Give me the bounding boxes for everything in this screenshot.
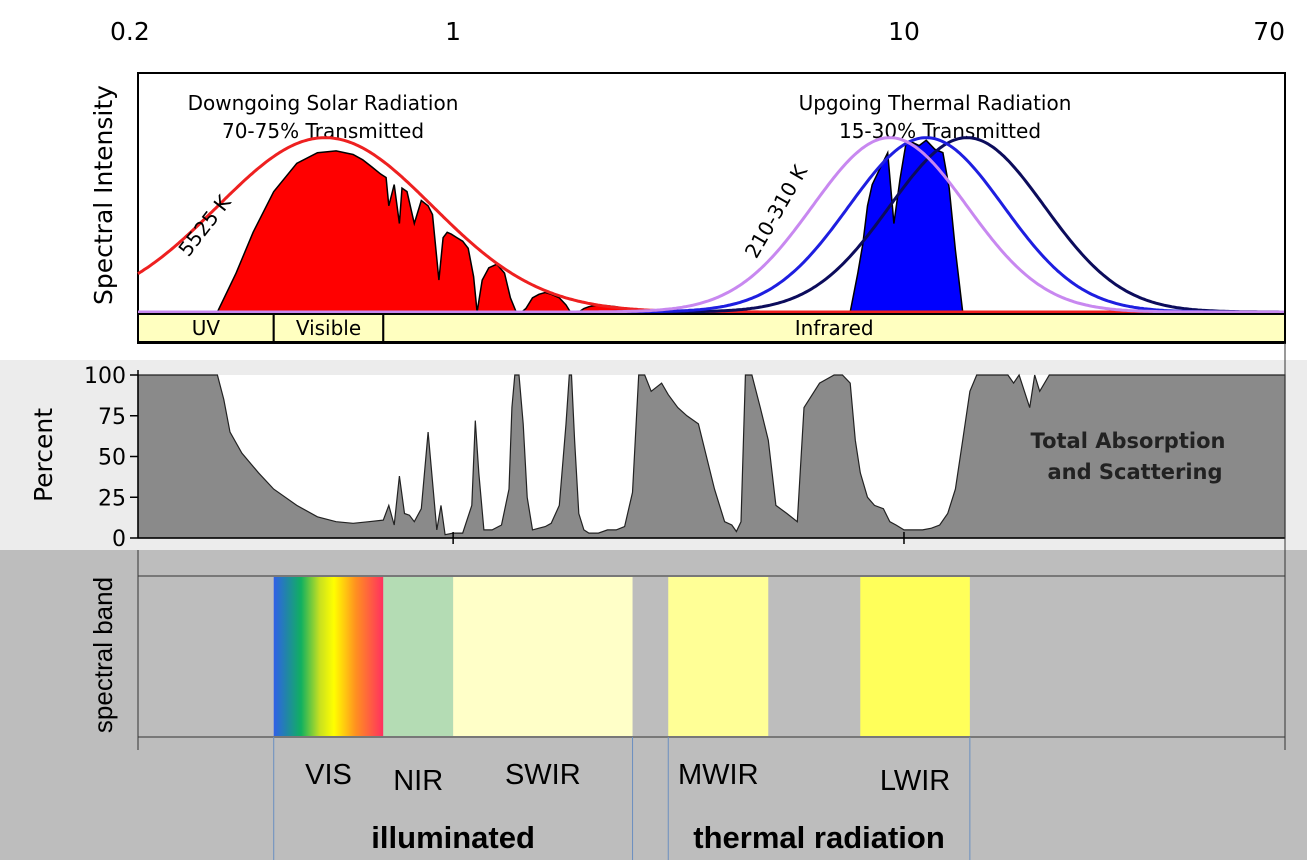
solar-subtitle: 70-75% Transmitted bbox=[222, 119, 424, 143]
group-label-1: thermal radiation bbox=[693, 820, 945, 855]
band-label-vis: VIS bbox=[305, 759, 352, 791]
band-strip: UV Visible Infrared bbox=[137, 313, 1286, 343]
blackbody-curve-3 bbox=[138, 136, 1284, 314]
intensity-ylabel: Spectral Intensity bbox=[89, 85, 118, 305]
y-tick-label-75: 75 bbox=[98, 405, 126, 430]
band-label-swir: SWIR bbox=[505, 759, 581, 791]
y-tick-label-0: 0 bbox=[112, 527, 126, 552]
top-axis: 0.2 1 10 70 bbox=[110, 17, 1285, 46]
spectral-bands: VIS NIR SWIR MWIR LWIR illuminated thermal rad… bbox=[273, 577, 971, 860]
y-tick-label-50: 50 bbox=[98, 446, 126, 471]
bands-ylabel: spectral band bbox=[88, 577, 118, 733]
x-tick-label-1: 1 bbox=[445, 17, 461, 46]
band-uv bbox=[137, 313, 275, 343]
band-bar-lwir bbox=[860, 577, 970, 736]
band-label-visible: Visible bbox=[296, 316, 361, 340]
bands-background bbox=[0, 550, 1307, 860]
transmitted-fills bbox=[216, 139, 964, 313]
absorption-annotation-line2: and Scattering bbox=[1047, 460, 1222, 484]
band-label-uv: UV bbox=[192, 316, 221, 340]
band-bar-mwir bbox=[668, 577, 769, 736]
band-bar-nir bbox=[383, 577, 454, 736]
band-visible bbox=[272, 313, 385, 343]
thermal-title: Upgoing Thermal Radiation bbox=[799, 91, 1072, 115]
solar-title: Downgoing Solar Radiation bbox=[188, 91, 459, 115]
x-tick-label-0.2: 0.2 bbox=[110, 17, 150, 46]
x-tick-label-70: 70 bbox=[1253, 17, 1285, 46]
band-label-mwir: MWIR bbox=[678, 759, 759, 791]
absorption-annotation-line1: Total Absorption bbox=[1031, 429, 1226, 453]
absorption-ylabel: Percent bbox=[29, 408, 58, 502]
y-tick-label-100: 100 bbox=[84, 364, 126, 389]
band-bar-swir bbox=[453, 577, 633, 736]
band-bar-vis bbox=[273, 577, 384, 736]
blackbody-curves bbox=[137, 136, 1284, 314]
band-label-nir: NIR bbox=[393, 765, 443, 797]
group-label-0: illuminated bbox=[371, 820, 535, 855]
y-tick-label-25: 25 bbox=[98, 486, 126, 511]
band-label-lwir: LWIR bbox=[880, 765, 950, 797]
absorption-panel: 0 25 50 75 100 bbox=[84, 364, 1286, 552]
absorption-area bbox=[137, 373, 1286, 539]
band-infrared bbox=[382, 313, 1286, 343]
band-label-infrared: Infrared bbox=[795, 316, 874, 340]
x-tick-label-10: 10 bbox=[888, 17, 920, 46]
